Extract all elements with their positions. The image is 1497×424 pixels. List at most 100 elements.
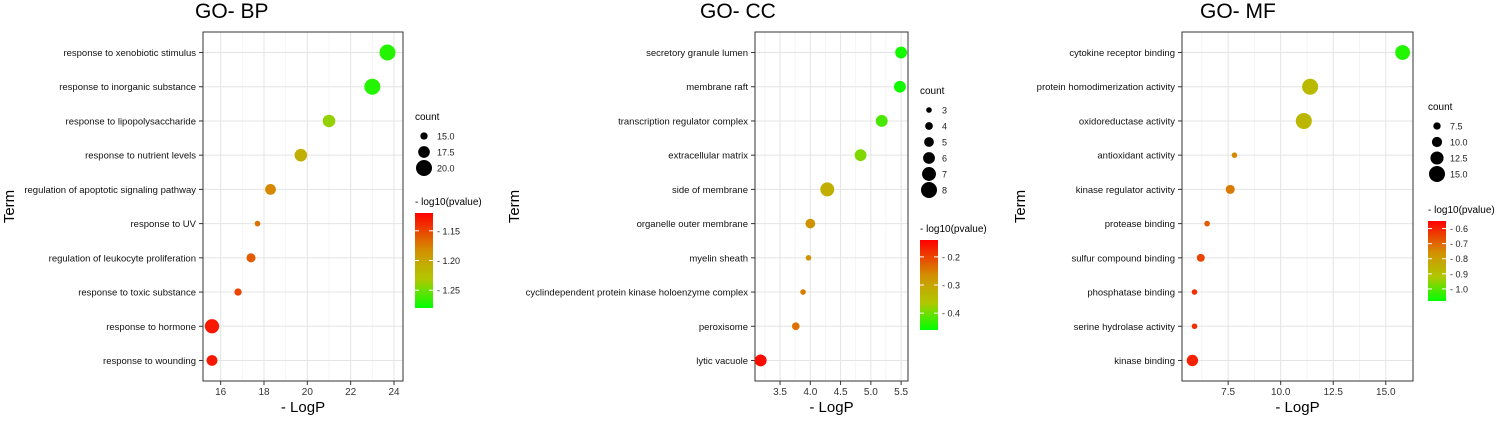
x-tick-label: 12.5 bbox=[1324, 387, 1344, 398]
data-point bbox=[791, 322, 800, 331]
x-axis-label: - LogP bbox=[809, 399, 853, 416]
size-legend-label: 7.5 bbox=[1450, 122, 1463, 132]
y-tick-label: response to hormone bbox=[106, 322, 196, 333]
data-point bbox=[1191, 289, 1198, 295]
x-tick-label: 18 bbox=[258, 387, 270, 398]
y-tick-label: protein homodimerization activity bbox=[1037, 82, 1176, 93]
data-point bbox=[1395, 45, 1411, 60]
color-bar bbox=[415, 213, 433, 308]
plot-area bbox=[754, 31, 909, 382]
data-point bbox=[820, 182, 835, 197]
y-tick-label: peroxisome bbox=[699, 322, 748, 333]
size-legend-label: 8 bbox=[942, 186, 947, 196]
data-point bbox=[805, 255, 812, 261]
data-point bbox=[206, 355, 218, 366]
y-tick-label: secretory granule lumen bbox=[646, 48, 748, 59]
data-point bbox=[1225, 184, 1235, 194]
data-point bbox=[1191, 323, 1198, 330]
data-point bbox=[294, 148, 308, 162]
data-point bbox=[1204, 220, 1210, 227]
size-legend-key bbox=[925, 122, 933, 130]
color-legend-label: - 0.4 bbox=[942, 309, 960, 319]
data-point bbox=[265, 183, 276, 195]
y-tick-label: sulfur compound binding bbox=[1071, 253, 1175, 264]
y-tick-label: antioxidant activity bbox=[1097, 151, 1175, 162]
y-tick-label: regulation of apoptotic signaling pathwa… bbox=[24, 185, 196, 196]
size-legend-key bbox=[924, 137, 934, 147]
size-legend-label: 17.5 bbox=[437, 148, 455, 158]
data-point bbox=[234, 288, 242, 296]
y-tick-label: kinase regulator activity bbox=[1076, 185, 1176, 196]
x-tick-label: 22 bbox=[345, 387, 357, 398]
color-bar bbox=[920, 240, 938, 330]
y-tick-label: cyclindependent protein kinase holoenzym… bbox=[526, 288, 749, 299]
chart-title: GO- BP bbox=[195, 0, 269, 23]
y-tick-label: regulation of leukocyte proliferation bbox=[49, 253, 196, 264]
y-tick-label: response to xenobiotic stimulus bbox=[63, 48, 196, 59]
color-legend-title: - log10(pvalue) bbox=[415, 197, 482, 208]
size-legend-key bbox=[1431, 136, 1443, 148]
size-legend-label: 12.5 bbox=[1450, 154, 1468, 164]
chart-title: GO- CC bbox=[700, 0, 776, 23]
data-point bbox=[800, 289, 806, 295]
data-point bbox=[246, 253, 256, 263]
plot-border bbox=[754, 31, 909, 382]
y-tick-label: serine hydrolase activity bbox=[1074, 322, 1176, 333]
color-legend-label: - 0.3 bbox=[942, 281, 960, 291]
size-legend-key bbox=[926, 107, 932, 113]
size-legend-title: count bbox=[920, 86, 945, 97]
x-tick-label: 5.5 bbox=[894, 387, 908, 398]
y-tick-label: membrane raft bbox=[686, 82, 748, 93]
data-point bbox=[364, 78, 381, 95]
color-legend-title: - log10(pvalue) bbox=[920, 224, 987, 235]
y-axis-label: Term bbox=[1012, 190, 1029, 223]
size-legend-label: 4 bbox=[942, 122, 947, 132]
chart-panel-3: GO- MF cytokine receptor binding protein h… bbox=[1012, 0, 1495, 416]
data-point bbox=[895, 46, 908, 59]
y-tick-label: side of membrane bbox=[672, 185, 748, 196]
x-tick-label: 16 bbox=[215, 387, 227, 398]
size-legend-title: count bbox=[1428, 102, 1453, 113]
y-tick-label: response to inorganic substance bbox=[59, 82, 196, 93]
color-legend-label: - 1.0 bbox=[1450, 284, 1468, 294]
y-tick-label: phosphatase binding bbox=[1087, 288, 1175, 299]
size-legend-label: 15.0 bbox=[437, 132, 455, 142]
size-legend-label: 7 bbox=[942, 170, 947, 180]
y-tick-label: organelle outer membrane bbox=[637, 219, 748, 230]
data-point bbox=[805, 218, 816, 229]
color-legend-label: - 0.6 bbox=[1450, 224, 1468, 234]
size-legend-label: 5 bbox=[942, 138, 947, 148]
color-legend-label: - 0.8 bbox=[1450, 254, 1468, 264]
size-legend-label: 3 bbox=[942, 106, 947, 116]
size-legend-label: 20.0 bbox=[437, 164, 455, 174]
data-point bbox=[1295, 112, 1312, 129]
plot-border bbox=[202, 31, 404, 382]
chart-title: GO- MF bbox=[1200, 0, 1276, 23]
y-tick-label: response to UV bbox=[131, 219, 197, 230]
data-point bbox=[1196, 253, 1205, 262]
x-tick-label: 4.5 bbox=[834, 387, 848, 398]
size-legend-key bbox=[921, 182, 937, 198]
x-axis-label: - LogP bbox=[281, 399, 325, 416]
data-point bbox=[875, 115, 888, 127]
y-tick-label: myelin sheath bbox=[689, 253, 748, 264]
size-legend-label: 10.0 bbox=[1450, 138, 1468, 148]
color-bar bbox=[1428, 221, 1446, 301]
chart-panel-2: GO- CC secretory granule lumen membrane ra… bbox=[506, 0, 987, 416]
x-tick-label: 24 bbox=[388, 387, 400, 398]
size-legend-key bbox=[418, 146, 430, 158]
y-axis-label: Term bbox=[1, 190, 18, 223]
data-point bbox=[754, 354, 767, 367]
y-tick-label: protease binding bbox=[1105, 219, 1175, 230]
y-tick-label: cytokine receptor binding bbox=[1069, 48, 1175, 59]
size-legend-key bbox=[420, 132, 428, 140]
data-point bbox=[1231, 152, 1238, 158]
color-legend-label: - 1.20 bbox=[437, 256, 460, 266]
data-point bbox=[322, 114, 336, 128]
size-legend-key bbox=[1429, 166, 1445, 182]
size-legend-label: 15.0 bbox=[1450, 170, 1468, 180]
x-axis-label: - LogP bbox=[1275, 399, 1319, 416]
size-legend-key bbox=[416, 160, 432, 176]
y-tick-label: transcription regulator complex bbox=[618, 116, 748, 127]
